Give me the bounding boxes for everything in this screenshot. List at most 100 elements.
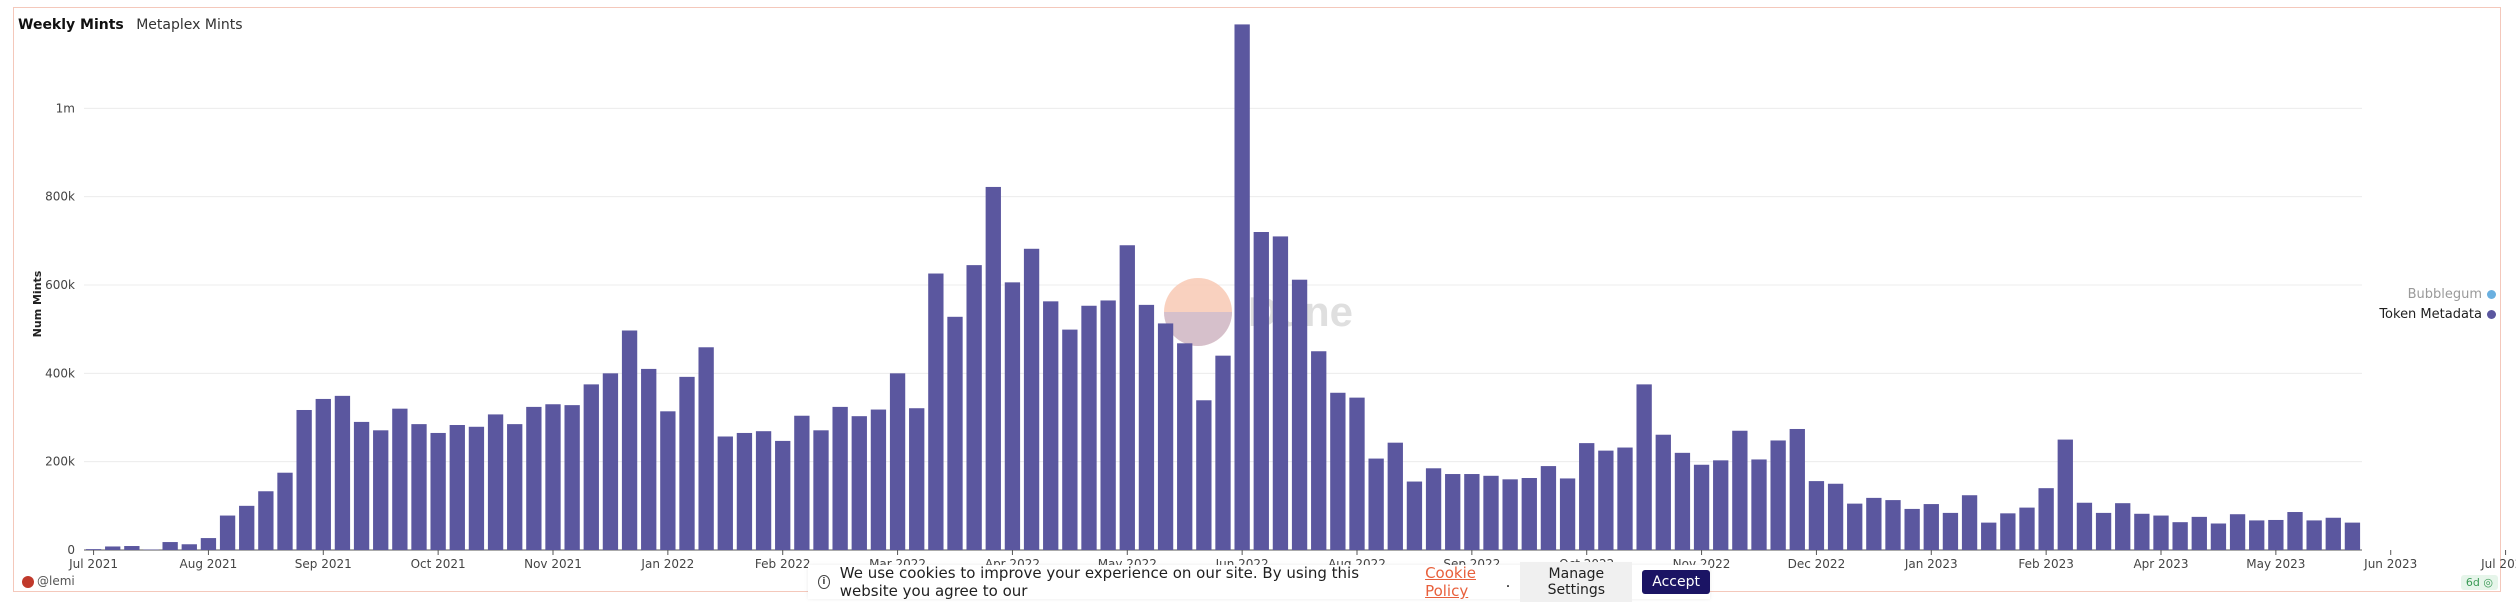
bar[interactable]: [564, 405, 579, 550]
bar[interactable]: [1464, 474, 1479, 550]
bar[interactable]: [1349, 398, 1364, 550]
bar[interactable]: [86, 549, 101, 550]
bar[interactable]: [2096, 513, 2111, 550]
bar[interactable]: [813, 430, 828, 550]
bar[interactable]: [1368, 459, 1383, 550]
bar[interactable]: [1483, 476, 1498, 550]
bar[interactable]: [718, 436, 733, 550]
bar[interactable]: [2211, 524, 2226, 551]
bar[interactable]: [1062, 330, 1077, 550]
bar[interactable]: [1828, 484, 1843, 550]
bar[interactable]: [1790, 429, 1805, 550]
bar[interactable]: [1100, 300, 1115, 550]
bar[interactable]: [1656, 435, 1671, 550]
bar[interactable]: [660, 411, 675, 550]
accept-button[interactable]: Accept: [1642, 570, 1710, 594]
bar[interactable]: [1809, 481, 1824, 550]
bar[interactable]: [871, 410, 886, 550]
bar[interactable]: [1560, 478, 1575, 550]
bar[interactable]: [335, 396, 350, 550]
bar[interactable]: [1904, 509, 1919, 550]
bar[interactable]: [105, 546, 120, 550]
bar[interactable]: [1311, 351, 1326, 550]
bar[interactable]: [1943, 513, 1958, 550]
bar[interactable]: [947, 317, 962, 550]
manage-settings-button[interactable]: Manage Settings: [1520, 562, 1632, 602]
bar[interactable]: [966, 265, 981, 550]
bar[interactable]: [679, 377, 694, 550]
bar[interactable]: [1598, 451, 1613, 550]
bar[interactable]: [2058, 440, 2073, 550]
bar[interactable]: [450, 425, 465, 550]
bar[interactable]: [411, 424, 426, 550]
bar[interactable]: [316, 399, 331, 550]
bar[interactable]: [909, 408, 924, 550]
bar[interactable]: [1732, 431, 1747, 550]
bar[interactable]: [162, 542, 177, 550]
author-link[interactable]: @lemi: [22, 574, 75, 588]
bar[interactable]: [2287, 512, 2302, 550]
bar[interactable]: [1273, 236, 1288, 550]
bar[interactable]: [2000, 513, 2015, 550]
bar[interactable]: [469, 427, 484, 550]
bar[interactable]: [832, 407, 847, 550]
bar[interactable]: [1445, 474, 1460, 550]
bar[interactable]: [794, 416, 809, 550]
bar[interactable]: [1196, 400, 1211, 550]
cookie-policy-link[interactable]: Cookie Policy: [1425, 564, 1506, 600]
bar[interactable]: [986, 187, 1001, 550]
bar[interactable]: [1254, 232, 1269, 550]
bar[interactable]: [737, 433, 752, 550]
bar[interactable]: [1751, 459, 1766, 550]
bar[interactable]: [2345, 523, 2360, 550]
bar[interactable]: [239, 506, 254, 550]
bar[interactable]: [220, 516, 235, 550]
bar[interactable]: [182, 544, 197, 550]
bar[interactable]: [1426, 468, 1441, 550]
bar[interactable]: [1081, 306, 1096, 550]
bar[interactable]: [1770, 440, 1785, 550]
refresh-badge[interactable]: 6d ◎: [2461, 575, 2498, 590]
bar[interactable]: [1694, 465, 1709, 550]
bar[interactable]: [2115, 503, 2130, 550]
bar[interactable]: [392, 409, 407, 550]
bar[interactable]: [2172, 522, 2187, 550]
bar[interactable]: [1866, 498, 1881, 550]
bar[interactable]: [1234, 24, 1249, 550]
bar[interactable]: [124, 546, 139, 550]
bar[interactable]: [1885, 500, 1900, 550]
bar[interactable]: [2230, 514, 2245, 550]
legend-item-token-metadata[interactable]: Token Metadata: [2379, 305, 2496, 325]
bar[interactable]: [2134, 514, 2149, 550]
bar[interactable]: [526, 407, 541, 550]
bar[interactable]: [2038, 488, 2053, 550]
bar[interactable]: [258, 491, 273, 550]
bar[interactable]: [1120, 245, 1135, 550]
bar[interactable]: [584, 384, 599, 550]
bar[interactable]: [373, 430, 388, 550]
bar[interactable]: [1981, 523, 1996, 550]
bar[interactable]: [1924, 504, 1939, 550]
bar[interactable]: [775, 441, 790, 550]
bar[interactable]: [756, 431, 771, 550]
bar[interactable]: [928, 274, 943, 550]
bar[interactable]: [488, 414, 503, 550]
legend-item-bubblegum[interactable]: Bubblegum: [2379, 285, 2496, 305]
bar[interactable]: [1407, 482, 1422, 550]
bar[interactable]: [1330, 393, 1345, 550]
bar[interactable]: [641, 369, 656, 550]
bar[interactable]: [1043, 301, 1058, 550]
bar[interactable]: [507, 424, 522, 550]
bar[interactable]: [277, 473, 292, 550]
bar[interactable]: [1962, 495, 1977, 550]
bar[interactable]: [698, 347, 713, 550]
bar[interactable]: [1502, 479, 1517, 550]
bar[interactable]: [1177, 343, 1192, 550]
bar[interactable]: [1847, 504, 1862, 550]
bar[interactable]: [2192, 517, 2207, 550]
bar[interactable]: [1005, 282, 1020, 550]
bar[interactable]: [296, 410, 311, 550]
bar[interactable]: [2268, 520, 2283, 550]
bar[interactable]: [354, 422, 369, 550]
bar[interactable]: [2249, 520, 2264, 550]
